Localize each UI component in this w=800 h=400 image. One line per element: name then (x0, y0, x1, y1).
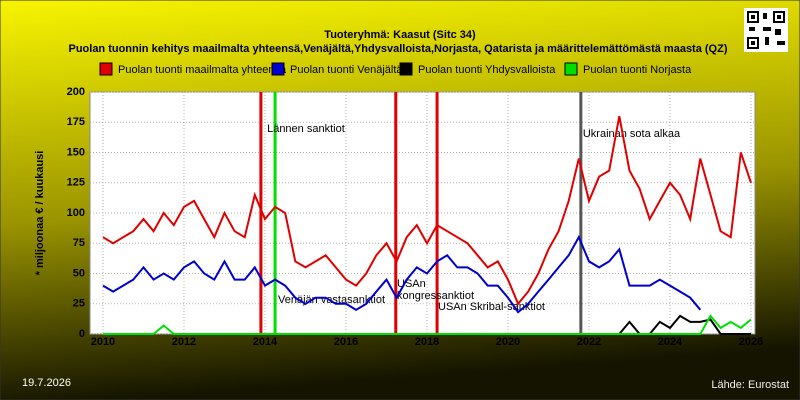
y-axis-label: * miljoonaa € / kuukausi (34, 151, 46, 276)
y-tick-label: 0 (79, 328, 85, 340)
chart-subtitle: Puolan tuonnin kehitys maailmalta yhteen… (68, 43, 727, 55)
y-tick-label: 25 (73, 298, 85, 310)
x-tick-label: 2024 (658, 336, 683, 348)
event-label: Lännen sanktiot (267, 123, 345, 135)
annotation: USAn (397, 278, 426, 290)
legend-swatch (564, 62, 578, 76)
legend-label: Puolan tuonti Norjasta (583, 64, 692, 76)
x-tick-label: 2014 (253, 336, 278, 348)
y-tick-label: 150 (67, 146, 85, 158)
qr-code (744, 8, 788, 52)
x-tick-label: 2022 (577, 336, 601, 348)
series-line (102, 116, 752, 306)
chart-title: Tuoteryhmä: Kaasut (Sitc 34) (324, 29, 476, 41)
x-tick-label: 2016 (334, 336, 358, 348)
x-tick-label: 2012 (172, 336, 196, 348)
x-tick-label: 2018 (415, 336, 439, 348)
legend-label: Puolan tuonti Yhdysvalloista (418, 64, 556, 76)
series-line (103, 314, 752, 335)
y-tick-label: 75 (73, 237, 85, 249)
y-tick-label: 175 (67, 116, 85, 128)
y-tick-label: 125 (67, 177, 85, 189)
legend-swatch (399, 62, 413, 76)
event-label: Ukrainan sota alkaa (583, 128, 681, 140)
legend-label: Puolan tuonti Venäjältä (290, 64, 403, 76)
annotation: kongressanktiot (397, 290, 474, 302)
x-tick-label: 2010 (91, 336, 115, 348)
legend-label: Puolan tuonti maailmalta yhteensä (118, 64, 287, 76)
y-tick-label: 200 (67, 86, 85, 98)
legend-swatch (271, 62, 285, 76)
x-tick-label: 2020 (496, 336, 520, 348)
legend-swatch (99, 62, 113, 76)
series-line (102, 234, 702, 314)
x-tick-label: 2026 (739, 336, 763, 348)
source: Lähde: Eurostat (711, 379, 789, 391)
y-tick-label: 50 (73, 267, 85, 279)
date: 19.7.2026 (22, 377, 71, 389)
y-tick-label: 100 (67, 207, 85, 219)
